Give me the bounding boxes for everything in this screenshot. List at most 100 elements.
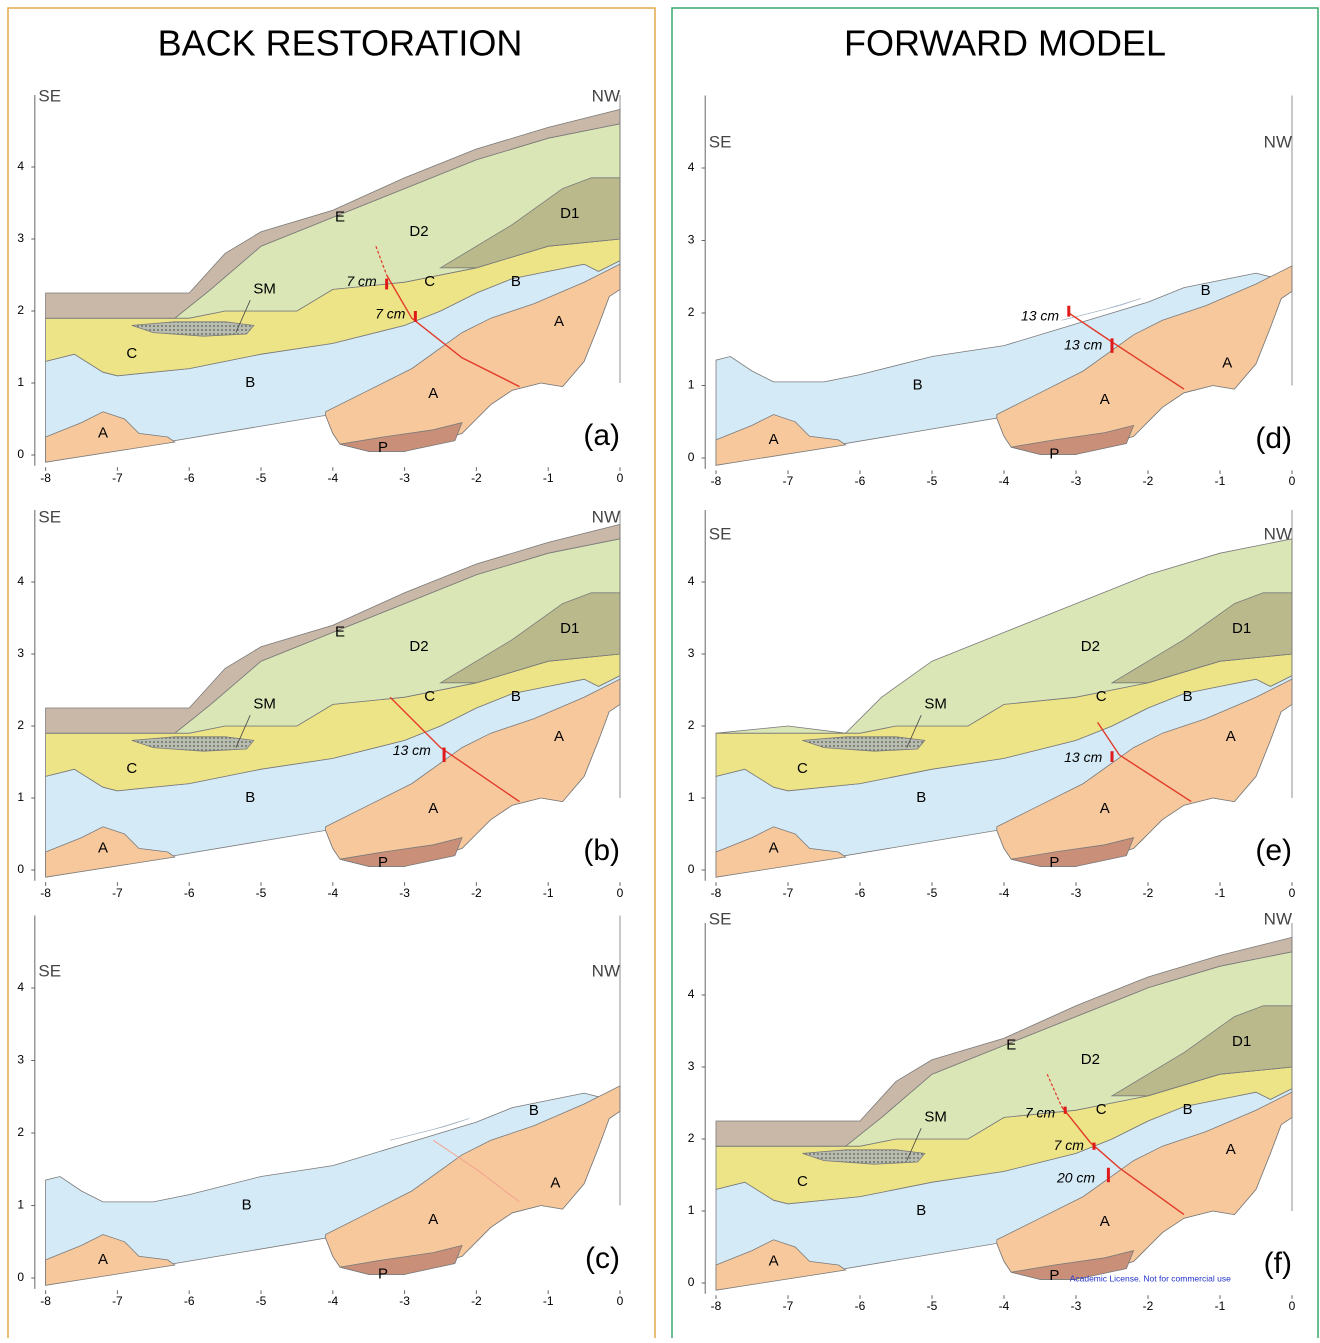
se-label: SE (38, 86, 61, 105)
layer-label: A (554, 313, 564, 330)
y-tick-label: 4 (17, 159, 24, 173)
layer-label: A (1100, 391, 1110, 408)
x-tick-label: -6 (184, 1294, 195, 1308)
y-tick-label: 2 (17, 718, 24, 732)
y-tick-label: 3 (17, 1053, 24, 1067)
layer-label: A (428, 800, 438, 817)
x-tick-label: -1 (1215, 474, 1226, 488)
y-tick-label: 0 (17, 862, 24, 876)
y-tick-label: 2 (688, 305, 695, 319)
x-tick-label: -3 (1071, 1299, 1082, 1313)
panel-label: (c) (585, 1242, 620, 1275)
y-tick-label: 1 (17, 790, 24, 804)
layer-label: SM (924, 1108, 947, 1125)
offset-label: 7 cm (375, 305, 406, 321)
x-tick-label: -1 (543, 471, 554, 485)
layer-label: SM (253, 280, 276, 297)
offset-label: 20 cm (1056, 1169, 1095, 1185)
layer-label: SM (924, 695, 947, 712)
x-tick-label: -7 (783, 886, 794, 900)
x-tick-label: 0 (1289, 1299, 1296, 1313)
layer-label: A (428, 385, 438, 402)
layer-label: E (335, 208, 345, 225)
layer-label: E (1006, 1036, 1016, 1053)
x-tick-label: -5 (256, 886, 267, 900)
y-tick-label: 4 (688, 574, 695, 588)
layer-label: D2 (409, 638, 428, 655)
y-tick-label: 2 (17, 303, 24, 317)
nw-label: NW (592, 507, 620, 526)
y-tick-label: 3 (688, 646, 695, 660)
x-tick-label: -3 (399, 471, 410, 485)
y-tick-label: 2 (17, 1125, 24, 1139)
layer-label: A (98, 424, 108, 441)
layer-label: A (1226, 1141, 1236, 1158)
layer-label: P (1049, 854, 1059, 871)
y-tick-label: 0 (688, 1275, 695, 1289)
nw-label: NW (1264, 909, 1292, 928)
layer-label: B (529, 1102, 539, 1119)
layer-label: A (1222, 355, 1232, 372)
offset-label: 13 cm (393, 742, 431, 758)
layer-label: A (1100, 800, 1110, 817)
se-label: SE (709, 132, 732, 151)
layer-label: B (916, 789, 926, 806)
x-tick-label: -2 (471, 1294, 482, 1308)
offset-label: 13 cm (1064, 336, 1102, 352)
x-tick-label: -4 (327, 886, 338, 900)
layer-label: C (424, 688, 435, 705)
x-tick-label: -8 (40, 886, 51, 900)
x-tick-label: -7 (783, 1299, 794, 1313)
x-tick-label: 0 (1289, 474, 1296, 488)
x-tick-label: -4 (327, 1294, 338, 1308)
layer-label: C (1096, 1101, 1107, 1118)
layer-label: B (245, 789, 255, 806)
x-tick-label: -3 (1071, 474, 1082, 488)
x-tick-label: -1 (543, 886, 554, 900)
x-tick-label: -3 (399, 886, 410, 900)
se-label: SE (38, 961, 61, 980)
layer-label: A (769, 1252, 779, 1269)
x-tick-label: -7 (783, 474, 794, 488)
panel-label: (d) (1255, 422, 1292, 455)
offset-label: 7 cm (1025, 1105, 1056, 1121)
x-tick-label: -7 (112, 886, 123, 900)
x-tick-label: -4 (999, 474, 1010, 488)
x-tick-label: -2 (471, 886, 482, 900)
y-tick-label: 3 (688, 233, 695, 247)
x-tick-label: -3 (1071, 886, 1082, 900)
layer-label: A (769, 839, 779, 856)
page: {"titles":{"left":"BACK RESTORATION","ri… (0, 0, 1320, 1343)
layer-label: SM (253, 695, 276, 712)
x-tick-label: -2 (471, 471, 482, 485)
layer-label: E (335, 623, 345, 640)
y-tick-label: 1 (17, 375, 24, 389)
x-tick-label: -2 (1143, 886, 1154, 900)
nw-label: NW (592, 86, 620, 105)
layer-label: P (378, 1265, 388, 1282)
x-tick-label: -8 (40, 1294, 51, 1308)
x-tick-label: -6 (855, 886, 866, 900)
layer-label: D2 (1081, 638, 1100, 655)
layer-label: D1 (1232, 620, 1251, 637)
nw-label: NW (1264, 524, 1292, 543)
x-tick-label: 0 (617, 1294, 624, 1308)
y-tick-label: 0 (17, 447, 24, 461)
y-tick-label: 0 (688, 450, 695, 464)
panel-label: (e) (1255, 834, 1292, 867)
layer-label: A (98, 839, 108, 856)
x-tick-label: -8 (711, 886, 722, 900)
layer-label: D2 (1081, 1051, 1100, 1068)
layer-label: B (1183, 688, 1193, 705)
offset-label: 7 cm (1054, 1137, 1085, 1153)
layer-label: C (126, 760, 137, 777)
layer-label: P (378, 854, 388, 871)
x-tick-label: -5 (256, 471, 267, 485)
se-label: SE (38, 507, 61, 526)
layer-label: B (245, 374, 255, 391)
x-tick-label: -7 (112, 1294, 123, 1308)
x-tick-label: -1 (543, 1294, 554, 1308)
x-tick-label: 0 (617, 886, 624, 900)
y-tick-label: 4 (17, 980, 24, 994)
layer-label: D2 (409, 223, 428, 240)
